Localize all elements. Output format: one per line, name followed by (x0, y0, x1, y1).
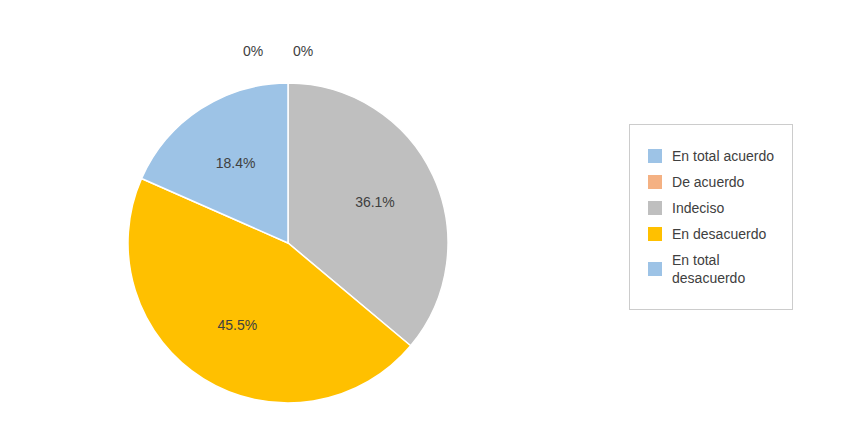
html-text:De acuerdo: De acuerdo (672, 174, 745, 190)
svg-text:36.1%: 36.1% (355, 194, 395, 210)
svg-text:18.4%: 18.4% (216, 155, 256, 171)
html-text:Indeciso: Indeciso (672, 200, 725, 216)
html-text:En total desacuerdo: En total desacuerdo (672, 252, 746, 286)
html-text:En total acuerdo: En total acuerdo (672, 148, 774, 164)
html-text:En desacuerdo: En desacuerdo (672, 226, 767, 242)
svg-text:0%: 0% (293, 43, 313, 59)
svg-text:45.5%: 45.5% (217, 317, 257, 333)
svg-text:0%: 0% (243, 43, 263, 59)
